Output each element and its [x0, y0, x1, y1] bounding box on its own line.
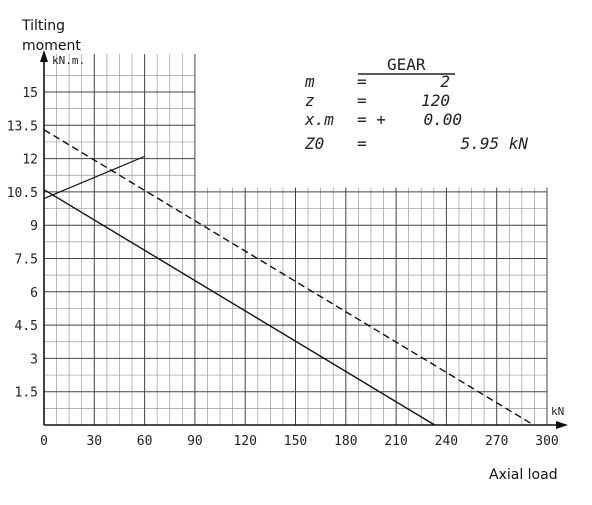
x-tick-label: 30: [86, 434, 102, 449]
x-tick-label: 210: [384, 434, 407, 449]
x-tick-label: 90: [187, 434, 203, 449]
leader-line: [43, 155, 145, 200]
gear-title: GEAR: [387, 55, 426, 74]
x-tick-label: 150: [284, 434, 307, 449]
gear-param-op: =: [357, 134, 367, 153]
y-tick-label: 6: [30, 286, 38, 301]
y-unit-label: kN.m.: [52, 54, 85, 67]
axes: [40, 50, 568, 429]
gear-rows: m = 2 z = 120 x.m = + 0.00 Z0 = 5.95 kN: [304, 72, 528, 153]
gear-parameters: GEAR m = 2 z = 120 x.m = + 0.00 Z0 = 5.95 kN: [304, 55, 528, 153]
gear-param-name: z: [305, 91, 315, 110]
gear-param-value: 2: [440, 72, 450, 91]
y-tick-label: 1.5: [15, 386, 38, 401]
series-line-dashed: [43, 129, 534, 426]
y-axis-title-line2: moment: [22, 38, 81, 54]
x-axis-title: Axial load: [489, 467, 558, 483]
gear-parameters-background: [195, 48, 592, 187]
x-axis-arrow: [556, 421, 568, 429]
series-line-solid: [43, 189, 436, 426]
y-tick-label: 4.5: [15, 319, 38, 334]
x-tick-label: 180: [334, 434, 357, 449]
x-tick-label: 0: [40, 434, 48, 449]
y-axis-title: Tilting moment: [22, 16, 81, 56]
gear-param-op: =: [357, 72, 367, 91]
gear-param-op: =: [357, 91, 367, 110]
y-tick-label: 7.5: [15, 253, 38, 268]
x-tick-label: 300: [535, 434, 558, 449]
y-tick-label: 10.5: [7, 186, 38, 201]
y-axis-title-line1: Tilting: [22, 18, 66, 34]
x-tick-label: 60: [137, 434, 153, 449]
gear-param-value: 0.00: [423, 110, 462, 129]
x-tick-label: 240: [435, 434, 458, 449]
y-tick-label: 15: [22, 86, 38, 101]
y-tick-label: 3: [30, 352, 38, 367]
x-tick-label: 270: [485, 434, 508, 449]
gear-param-op: = +: [357, 110, 386, 129]
tick-labels: 0 30 60 90 120 150 180 210 240 270 300 1.5 3 4.5 6 7.5 9…: [7, 86, 559, 449]
gear-param-value: 5.95 kN: [461, 134, 529, 153]
gear-param-name: m: [304, 72, 315, 91]
grid-minor: [44, 54, 547, 425]
gear-param-value: 120: [421, 91, 450, 110]
y-tick-label: 12: [22, 153, 38, 168]
x-tick-label: 120: [233, 434, 256, 449]
gear-param-name: Z0: [304, 134, 324, 153]
gear-param-name: x.m: [304, 110, 334, 129]
y-tick-label: 9: [30, 219, 38, 234]
y-tick-label: 13.5: [7, 119, 38, 134]
x-unit-label: kN: [551, 405, 564, 418]
series-group: [43, 129, 534, 426]
y-axis-arrow: [40, 50, 48, 62]
